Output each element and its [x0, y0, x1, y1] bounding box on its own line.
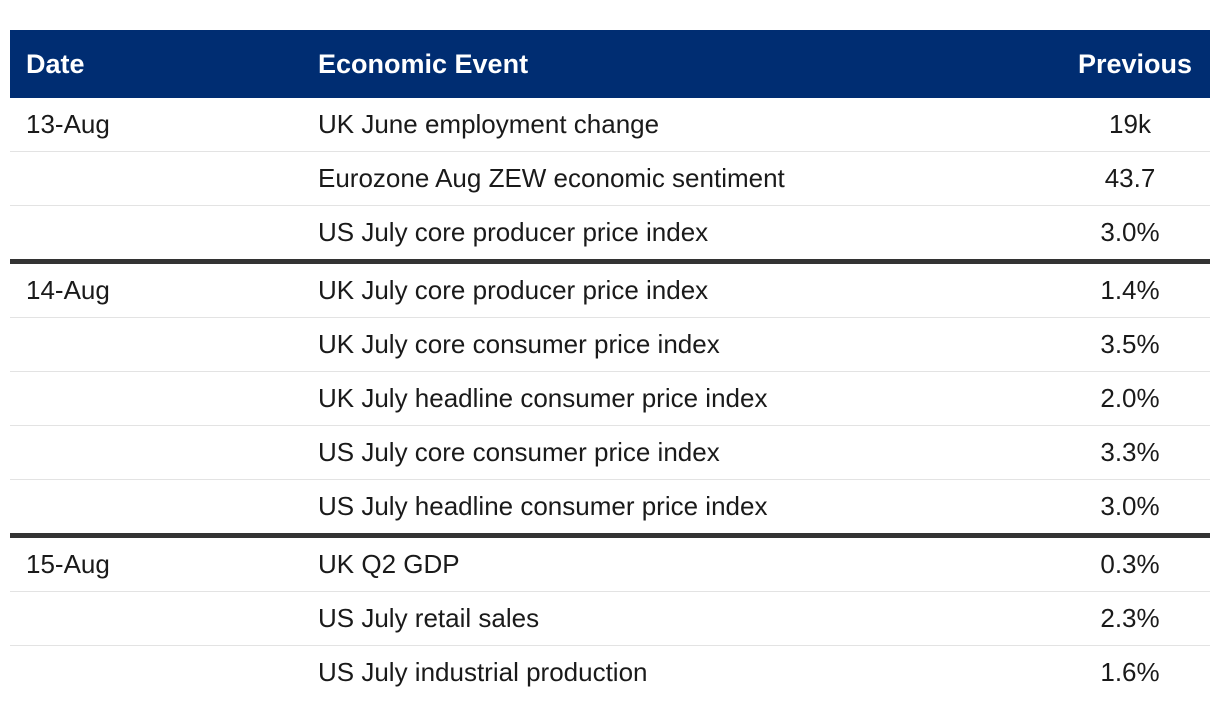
row-event: Eurozone Aug ZEW economic sentiment: [318, 163, 785, 193]
date-group-13-aug: 13-Aug UK June employment change 19k Eur…: [10, 98, 1210, 264]
row-previous: 43.7: [1104, 163, 1156, 193]
header-previous: Previous: [1077, 48, 1192, 79]
row-previous: 19k: [1109, 109, 1151, 139]
table-row: UK July headline consumer price index 2.…: [10, 372, 1210, 426]
row-previous: 3.3%: [1100, 437, 1160, 467]
table-row: Eurozone Aug ZEW economic sentiment 43.7: [10, 152, 1210, 206]
row-event: UK June employment change: [318, 109, 660, 139]
row-date: 13-Aug: [26, 109, 110, 139]
table-row: UK July core consumer price index 3.5%: [10, 318, 1210, 372]
row-event: UK July core consumer price index: [318, 329, 720, 359]
table-row: US July core consumer price index 3.3%: [10, 426, 1210, 480]
row-event: UK July core producer price index: [318, 275, 709, 305]
header-event: Economic Event: [318, 48, 529, 79]
date-group-14-aug: 14-Aug UK July core producer price index…: [10, 264, 1210, 538]
row-previous: 1.4%: [1100, 275, 1160, 305]
table-row: 13-Aug UK June employment change 19k: [10, 98, 1210, 152]
table-row: 14-Aug UK July core producer price index…: [10, 264, 1210, 318]
row-previous: 3.0%: [1100, 491, 1160, 521]
row-previous: 2.0%: [1100, 383, 1160, 413]
economic-calendar-table: Date Economic Event Previous 13-Aug UK J…: [10, 30, 1210, 699]
row-event: UK Q2 GDP: [318, 549, 460, 579]
table-row: US July core producer price index 3.0%: [10, 206, 1210, 259]
row-event: US July industrial production: [318, 657, 648, 687]
row-event: UK July headline consumer price index: [318, 383, 768, 413]
table-row: US July headline consumer price index 3.…: [10, 480, 1210, 533]
header-date: Date: [26, 48, 85, 79]
row-date: 15-Aug: [26, 549, 110, 579]
table-row: 15-Aug UK Q2 GDP 0.3%: [10, 538, 1210, 592]
row-event: US July core producer price index: [318, 217, 709, 247]
row-event: US July headline consumer price index: [318, 491, 768, 521]
table-row: US July industrial production 1.6%: [10, 646, 1210, 699]
row-previous: 3.0%: [1100, 217, 1160, 247]
row-event: US July retail sales: [318, 603, 540, 633]
table-header: Date Economic Event Previous: [10, 30, 1210, 98]
table-row: US July retail sales 2.3%: [10, 592, 1210, 646]
row-previous: 2.3%: [1100, 603, 1160, 633]
row-event: US July core consumer price index: [318, 437, 720, 467]
row-previous: 3.5%: [1100, 329, 1160, 359]
date-group-15-aug: 15-Aug UK Q2 GDP 0.3% US July retail sal…: [10, 538, 1210, 699]
row-previous: 1.6%: [1100, 657, 1160, 687]
row-previous: 0.3%: [1100, 549, 1160, 579]
row-date: 14-Aug: [26, 275, 110, 305]
